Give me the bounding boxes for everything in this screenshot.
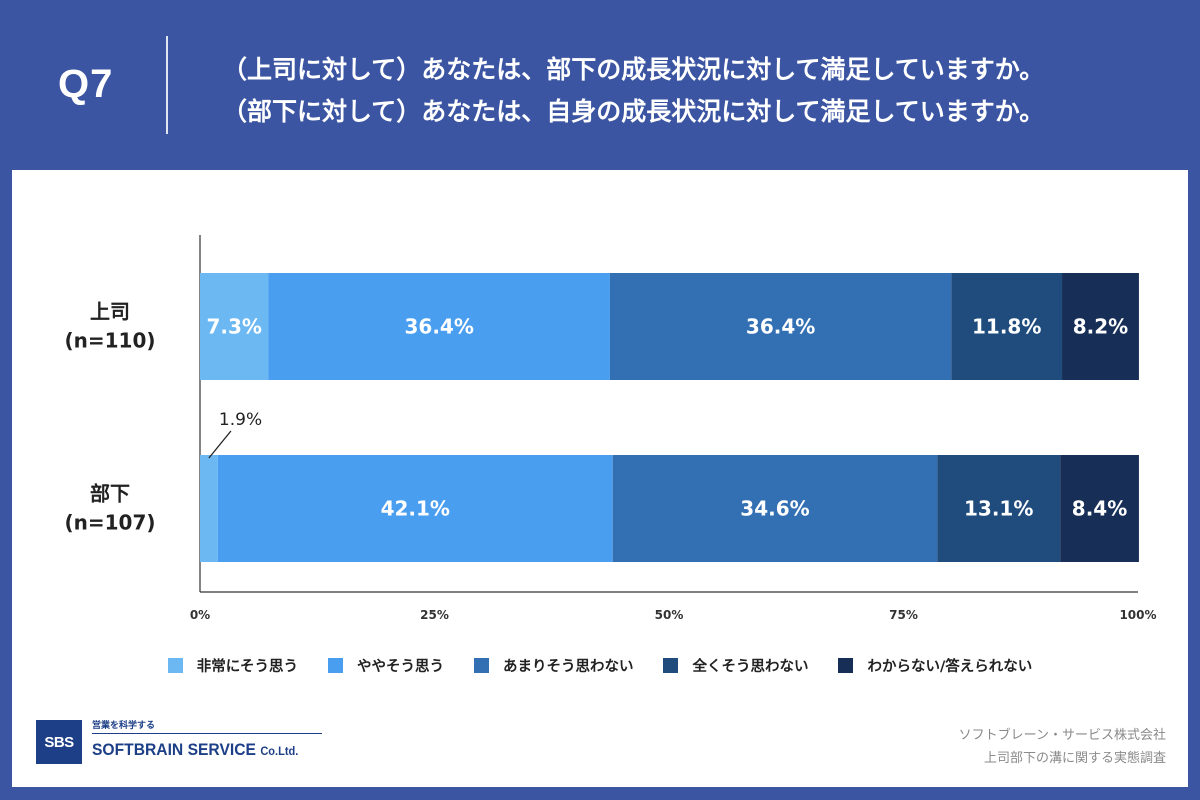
legend-item: 非常にそう思う — [167, 655, 298, 676]
category-n-label: (n=110) — [64, 329, 155, 353]
legend-swatch — [473, 658, 489, 673]
bar-segment — [1062, 273, 1139, 380]
data-label: 7.3% — [207, 315, 262, 339]
data-label: 13.1% — [964, 497, 1033, 521]
header: Q7 （上司に対して）あなたは、部下の成長状況に対して満足していますか。 （部下… — [0, 0, 1200, 170]
legend-item: あまりそう思わない — [473, 655, 634, 676]
logo-wordmark: SOFTBRAIN SERVICE Co.Ltd. — [92, 740, 298, 760]
legend-label: あまりそう思わない — [502, 659, 634, 675]
legend-label: わからない/答えられない — [867, 659, 1033, 675]
x-tick-label: 25% — [420, 608, 449, 622]
data-label: 36.4% — [404, 315, 473, 339]
x-tick-label: 0% — [190, 608, 210, 622]
credit-company: ソフトブレーン・サービス株式会社 — [958, 728, 1166, 743]
bar-segment — [612, 455, 938, 562]
bar-segment — [268, 273, 610, 380]
data-label: 36.4% — [746, 315, 815, 339]
logo-badge: SBS — [36, 720, 82, 764]
logo-suffix: Co.Ltd. — [260, 744, 299, 758]
legend-item: 全くそう思わない — [663, 655, 808, 676]
bar-segment — [200, 455, 218, 562]
data-label: 1.9% — [219, 410, 262, 430]
legend-item: ややそう思う — [327, 655, 444, 676]
logo-name: SOFTBRAIN SERVICE — [92, 740, 256, 759]
data-label: 42.1% — [381, 497, 450, 521]
company-logo: SBS 営業を科学する SOFTBRAIN SERVICE Co.Ltd. — [36, 718, 336, 768]
legend-label: 全くそう思わない — [692, 659, 809, 675]
data-label-leader — [208, 430, 232, 459]
x-tick-label: 100% — [1119, 608, 1156, 622]
logo-rule — [92, 733, 322, 734]
legend-label: 非常にそう思う — [196, 659, 298, 675]
data-label: 8.2% — [1073, 315, 1128, 339]
legend-item: わからない/答えられない — [838, 655, 1032, 676]
category-label: 上司 — [90, 300, 130, 324]
header-divider — [166, 36, 168, 134]
bar-segment — [217, 455, 613, 562]
data-label: 34.6% — [740, 497, 809, 521]
legend-swatch — [663, 658, 679, 673]
logo-tagline: 営業を科学する — [92, 721, 156, 731]
legend: 非常にそう思う ややそう思う あまりそう思わない 全くそう思わない わからない/答えられ… — [12, 655, 1188, 676]
legend-label: ややそう思う — [356, 659, 444, 675]
question-line-boss: （上司に対して）あなたは、部下の成長状況に対して満足していますか。 — [222, 55, 1045, 84]
bar-segment — [1060, 455, 1139, 562]
data-label: 8.4% — [1072, 497, 1127, 521]
legend-swatch — [327, 658, 343, 673]
credit-survey: 上司部下の溝に関する実態調査 — [983, 751, 1166, 766]
data-label: 11.8% — [972, 315, 1041, 339]
bar-segment — [937, 455, 1061, 562]
chart-panel: 0% 25% 50% 75% 100% 上司 (n=110) 部下 (n=107) 7.3% 36.… — [12, 170, 1188, 787]
category-label: 部下 — [90, 482, 130, 506]
bar-segment — [200, 273, 269, 380]
category-n-label: (n=107) — [64, 511, 155, 535]
question-line-subordinate: （部下に対して）あなたは、自身の成長状況に対して満足していますか。 — [222, 97, 1045, 126]
x-tick-label: 50% — [655, 608, 684, 622]
bar-segment — [609, 273, 952, 380]
legend-swatch — [167, 658, 183, 673]
bar-segment — [951, 273, 1063, 380]
stacked-bar-chart: 0% 25% 50% 75% 100% 上司 (n=110) 部下 (n=107) 7.3% 36.… — [64, 235, 1157, 622]
legend-swatch — [838, 658, 854, 673]
question-number: Q7 — [58, 62, 114, 106]
x-tick-label: 75% — [889, 608, 918, 622]
